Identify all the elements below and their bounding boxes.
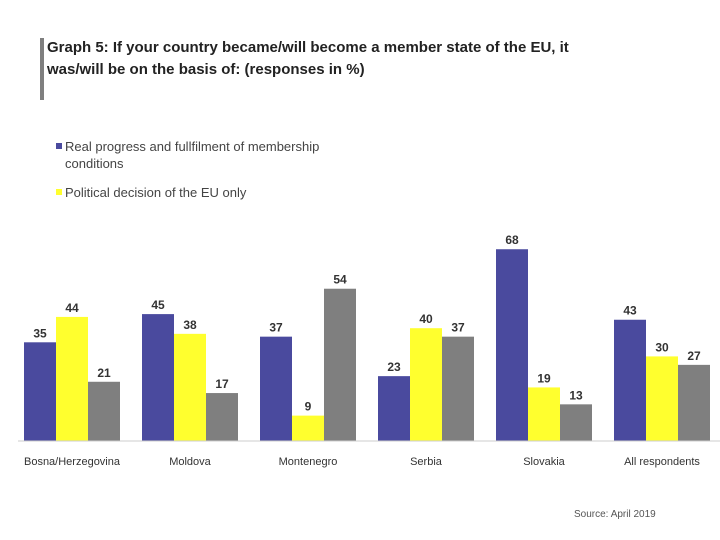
bar xyxy=(206,393,238,441)
source-note: Source: April 2019 xyxy=(574,509,656,520)
bar xyxy=(174,333,206,441)
bar xyxy=(324,288,356,441)
x-tick-label: Montenegro xyxy=(279,456,338,468)
value-label: 37 xyxy=(451,321,465,335)
x-tick-label: Moldova xyxy=(169,456,211,468)
bar xyxy=(142,314,174,441)
bar xyxy=(24,342,56,441)
bar xyxy=(614,319,646,441)
value-label: 9 xyxy=(305,400,312,414)
value-label: 38 xyxy=(183,318,197,332)
legend-label: Real progress and fullfilment of members… xyxy=(65,139,319,171)
legend-swatch xyxy=(56,143,62,149)
value-label: 37 xyxy=(269,321,283,335)
value-label: 40 xyxy=(419,312,433,326)
value-label: 43 xyxy=(623,304,637,318)
bar xyxy=(678,364,710,441)
x-tick-label: All respondents xyxy=(624,456,700,468)
value-label: 23 xyxy=(387,360,401,374)
bar xyxy=(410,328,442,441)
legend-swatch xyxy=(56,189,62,195)
bar xyxy=(292,415,324,441)
value-label: 68 xyxy=(505,233,519,247)
x-tick-label: Bosna/Herzegovina xyxy=(24,456,121,468)
value-label: 45 xyxy=(151,298,165,312)
x-tick-label: Serbia xyxy=(410,456,443,468)
value-label: 30 xyxy=(655,340,669,354)
bar xyxy=(56,316,88,441)
legend-label: Political decision of the EU only xyxy=(65,185,247,200)
bar xyxy=(442,336,474,441)
bar xyxy=(496,249,528,441)
bar xyxy=(560,404,592,441)
title-accent xyxy=(40,38,44,100)
chart-title: Graph 5: If your country became/will bec… xyxy=(46,39,569,78)
x-tick-label: Slovakia xyxy=(523,456,565,468)
value-label: 54 xyxy=(333,273,347,287)
value-label: 17 xyxy=(215,377,229,391)
value-label: 27 xyxy=(687,349,701,363)
bar xyxy=(378,376,410,441)
value-label: 13 xyxy=(569,388,583,402)
value-label: 35 xyxy=(33,326,47,340)
bar xyxy=(646,356,678,441)
bar xyxy=(528,387,560,441)
value-label: 21 xyxy=(97,366,111,380)
value-label: 19 xyxy=(537,371,551,385)
bar xyxy=(260,336,292,441)
value-label: 44 xyxy=(65,301,79,315)
bar xyxy=(88,381,120,441)
